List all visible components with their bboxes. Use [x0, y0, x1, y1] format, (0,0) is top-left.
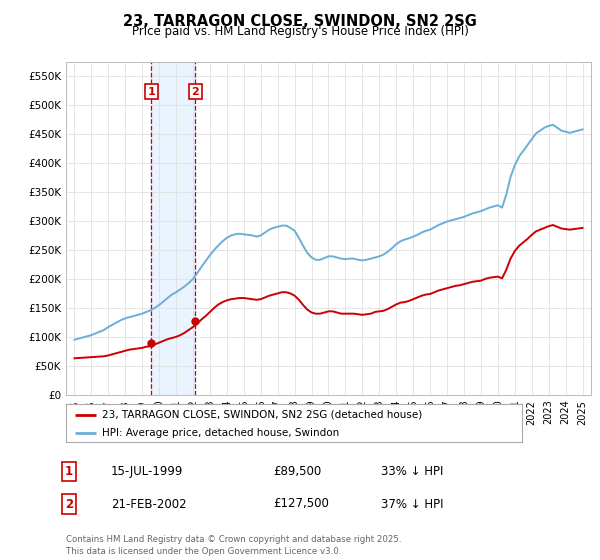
Text: 21-FEB-2002: 21-FEB-2002 [111, 497, 187, 511]
Text: HPI: Average price, detached house, Swindon: HPI: Average price, detached house, Swin… [103, 428, 340, 438]
Text: £127,500: £127,500 [273, 497, 329, 511]
Text: Contains HM Land Registry data © Crown copyright and database right 2025.
This d: Contains HM Land Registry data © Crown c… [66, 535, 401, 556]
Text: Price paid vs. HM Land Registry's House Price Index (HPI): Price paid vs. HM Land Registry's House … [131, 25, 469, 38]
Text: 33% ↓ HPI: 33% ↓ HPI [381, 465, 443, 478]
Text: 2: 2 [65, 497, 73, 511]
Text: 23, TARRAGON CLOSE, SWINDON, SN2 2SG (detached house): 23, TARRAGON CLOSE, SWINDON, SN2 2SG (de… [103, 410, 423, 420]
Text: 1: 1 [65, 465, 73, 478]
Text: 2: 2 [191, 87, 199, 96]
Text: 1: 1 [148, 87, 155, 96]
Bar [151, 62, 195, 395]
Text: 15-JUL-1999: 15-JUL-1999 [111, 465, 184, 478]
Text: £89,500: £89,500 [273, 465, 321, 478]
Text: 37% ↓ HPI: 37% ↓ HPI [381, 497, 443, 511]
Text: 23, TARRAGON CLOSE, SWINDON, SN2 2SG: 23, TARRAGON CLOSE, SWINDON, SN2 2SG [123, 14, 477, 29]
